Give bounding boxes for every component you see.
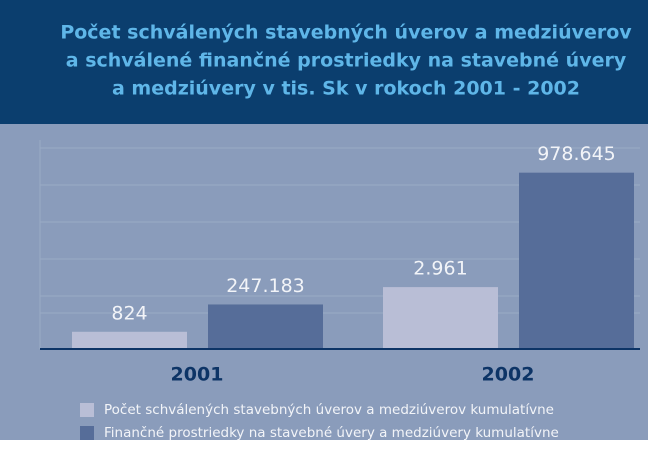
- chart-title: a medziúvery v tis. Sk v rokoch 2001 - 2…: [112, 78, 580, 100]
- bar: [519, 172, 634, 349]
- value-label: 824: [111, 302, 147, 324]
- chart-title: a schválené finančné prostriedky na stav…: [66, 50, 627, 72]
- legend-label: Finančné prostriedky na stavebné úvery a…: [104, 425, 559, 441]
- value-label: 2.961: [413, 258, 467, 280]
- value-label: 978.645: [537, 143, 616, 165]
- x-tick-label: 2001: [171, 364, 224, 386]
- legend-swatch: [80, 403, 94, 417]
- legend-swatch: [80, 426, 94, 440]
- legend-label: Počet schválených stavebných úverov a me…: [104, 402, 554, 418]
- x-tick-label: 2002: [482, 364, 535, 386]
- bar: [208, 304, 323, 349]
- value-label: 247.183: [226, 275, 305, 297]
- header-band: [0, 0, 648, 124]
- bar: [383, 287, 498, 349]
- chart-title: Počet schválených stavebných úverov a me…: [60, 22, 632, 44]
- bar: [72, 331, 187, 349]
